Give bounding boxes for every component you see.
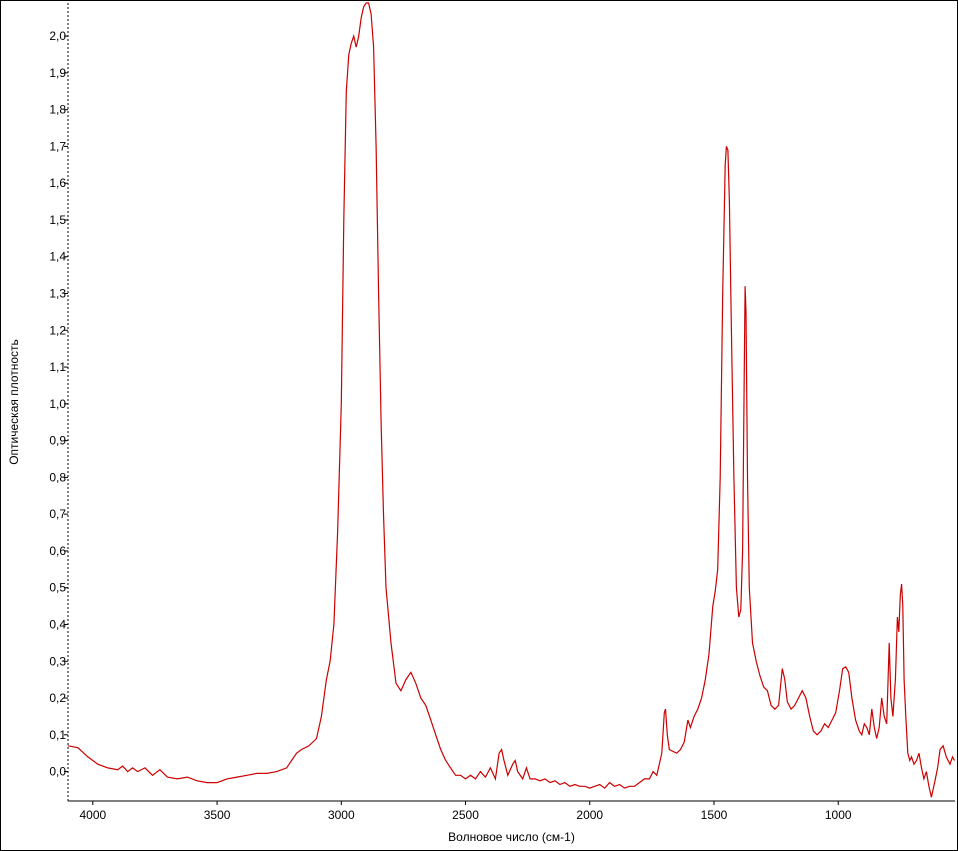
y-tick-label: 0,6 [49, 544, 66, 558]
x-tick-label: 1000 [825, 808, 852, 822]
y-tick-label: 0,0 [49, 765, 66, 779]
y-tick-label: 0,8 [49, 470, 66, 484]
y-tick-label: 2,0 [49, 29, 66, 43]
y-tick-label: 1,7 [49, 139, 66, 153]
x-tick-label: 3000 [328, 808, 355, 822]
y-axis-ticks: 0,0 0,1 0,2 0,3 0,4 0,5 0,6 0,7 0,8 0,9 1,0 1,1 1,2 1… [49, 29, 68, 779]
y-tick-label: 1,9 [49, 66, 66, 80]
x-tick-label: 1500 [701, 808, 728, 822]
y-tick-label: 1,8 [49, 103, 66, 117]
x-tick-label: 2500 [452, 808, 479, 822]
x-axis-ticks: 4000 3500 3000 2500 2000 1500 1000 [79, 801, 852, 822]
y-tick-label: 0,3 [49, 654, 66, 668]
y-tick-label: 0,9 [49, 434, 66, 448]
y-tick-label: 0,4 [49, 617, 66, 631]
x-axis-title: Волновое число (см-1) [448, 830, 575, 844]
y-tick-label: 1,4 [49, 250, 66, 264]
y-tick-label: 0,1 [49, 728, 66, 742]
x-tick-label: 4000 [79, 808, 106, 822]
y-axis-title: Оптическая плотность [7, 339, 21, 465]
y-tick-label: 0,7 [49, 507, 66, 521]
y-tick-label: 1,0 [49, 397, 66, 411]
plot-area [68, 3, 955, 801]
y-tick-label: 1,6 [49, 176, 66, 190]
x-tick-label: 2000 [576, 808, 603, 822]
spectrum-series-line [67, 2, 956, 798]
y-tick-label: 1,1 [49, 360, 66, 374]
y-tick-label: 1,5 [49, 213, 66, 227]
y-tick-label: 1,2 [49, 323, 66, 337]
y-tick-label: 0,5 [49, 581, 66, 595]
y-tick-label: 1,3 [49, 287, 66, 301]
x-tick-label: 3500 [204, 808, 231, 822]
y-tick-label: 0,2 [49, 691, 66, 705]
